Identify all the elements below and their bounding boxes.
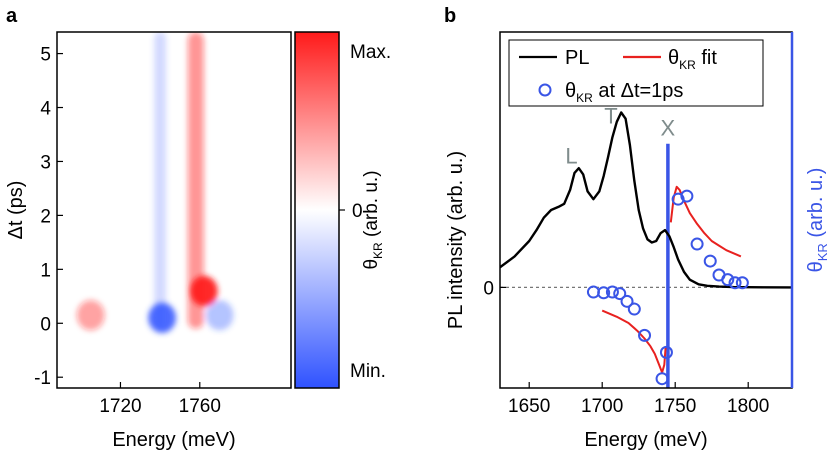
- panel-b-label: b: [444, 5, 456, 27]
- legend: PL θKR fit θKR at Δt=1ps: [508, 39, 764, 107]
- right-y-label-sub: KR: [815, 243, 830, 261]
- kr-data-point: [735, 276, 749, 290]
- kr-data-point: [597, 286, 611, 300]
- kr-data-point: [627, 302, 641, 316]
- spectrum-right-y-label: θKR (arb. u.): [805, 168, 830, 273]
- colorbar-tick-min: Min.: [350, 361, 386, 382]
- heatmap-positive-band: [187, 32, 204, 329]
- legend-box: [508, 39, 764, 107]
- spectrum-x-tick-label: 1800: [727, 396, 769, 417]
- spectrum-x-tick-label: 1650: [508, 396, 550, 417]
- kr-data-point: [605, 285, 619, 299]
- colorbar-tick-zero: 0: [352, 201, 363, 222]
- pl-curve: [500, 111, 792, 289]
- colorbar-label-sub: KR: [371, 242, 385, 259]
- legend-fit-label: θKR fit: [668, 47, 717, 72]
- spectrum-y-tick-label: 0: [483, 278, 494, 299]
- spectrum-x-tick-label: 1700: [581, 396, 623, 417]
- peak-label-L: L: [565, 144, 577, 169]
- kr-data-point: [638, 328, 652, 342]
- kr-fit-curve-1: [601, 309, 667, 374]
- heatmap-y-tick-label: 5: [40, 45, 51, 66]
- legend-pl-label: PL: [565, 47, 589, 69]
- spectrum-plot: [500, 111, 792, 388]
- spectrum-left-y-label: PL intensity (arb. u.): [445, 151, 467, 329]
- heatmap-x-tick-label: 1720: [99, 396, 141, 417]
- heatmap-x-ticks: 1720 1760: [99, 382, 221, 417]
- heatmap-y-tick-label: 1: [40, 260, 51, 281]
- panel-a-label: a: [6, 5, 18, 27]
- heatmap-y-ticks: -1 0 1 2 3 4 5: [34, 45, 63, 389]
- heatmap-x-tick-label: 1760: [179, 396, 221, 417]
- spectrum-x-label: Energy (meV): [584, 429, 707, 451]
- spectrum-x-tick-label: 1750: [654, 396, 696, 417]
- heatmap-features: [76, 32, 234, 333]
- heatmap-y-tick-label: 0: [40, 314, 51, 335]
- heatmap-positive-spot: [76, 300, 105, 331]
- legend-marker-suffix: at Δt=1ps: [593, 80, 684, 102]
- colorbar: [295, 32, 339, 388]
- legend-fit-sub: KR: [679, 58, 696, 72]
- kr-data-point: [703, 254, 717, 268]
- kr-data-point: [671, 192, 685, 206]
- kr-data-point: [728, 276, 742, 290]
- peak-label-X: X: [661, 116, 676, 141]
- legend-marker: [538, 83, 552, 97]
- heatmap-negative-spot: [205, 300, 234, 331]
- heatmap-y-tick-label: 3: [40, 152, 51, 173]
- heatmap-negative-spot: [148, 302, 176, 333]
- colorbar-tick-max: Max.: [350, 42, 391, 63]
- legend-marker-label: θKR at Δt=1ps: [565, 80, 683, 105]
- kr-data-point: [659, 345, 673, 359]
- colorbar-label: θKR (arb. u.): [361, 170, 385, 269]
- heatmap-area: [57, 32, 291, 388]
- kr-fit-curve-2: [669, 185, 742, 258]
- heatmap-y-label: Δt (ps): [5, 181, 27, 240]
- heatmap-positive-spot: [189, 275, 218, 307]
- kr-data-point: [613, 287, 627, 301]
- spectrum-x-ticks: 1650 1700 1750 1800: [508, 382, 769, 417]
- heatmap-frame: [56, 31, 292, 389]
- legend-fit-main: θ: [668, 47, 679, 69]
- legend-marker-sub: KR: [576, 91, 593, 105]
- kr-data-point: [680, 189, 694, 203]
- heatmap-y-tick-label: -1: [34, 368, 51, 389]
- kr-data-point: [655, 372, 669, 386]
- heatmap-negative-band: [154, 32, 167, 329]
- legend-marker-main: θ: [565, 80, 576, 102]
- legend-fit-suffix: fit: [696, 47, 718, 69]
- heatmap-y-tick-label: 4: [40, 99, 51, 120]
- right-y-label-suffix: (arb. u.): [805, 168, 827, 244]
- heatmap-x-label: Energy (meV): [112, 429, 235, 451]
- peak-label-T: T: [604, 103, 617, 128]
- right-y-label-main: θ: [805, 261, 827, 272]
- heatmap-background: [57, 32, 291, 388]
- kr-data-point: [620, 294, 634, 308]
- kr-data-point: [721, 273, 735, 287]
- colorbar-label-main: θ: [361, 259, 382, 270]
- colorbar-label-suffix: (arb. u.): [361, 170, 382, 242]
- heatmap-y-tick-label: 2: [40, 206, 51, 227]
- kr-data-point: [690, 237, 704, 251]
- spectrum-y-ticks: 0: [483, 278, 506, 299]
